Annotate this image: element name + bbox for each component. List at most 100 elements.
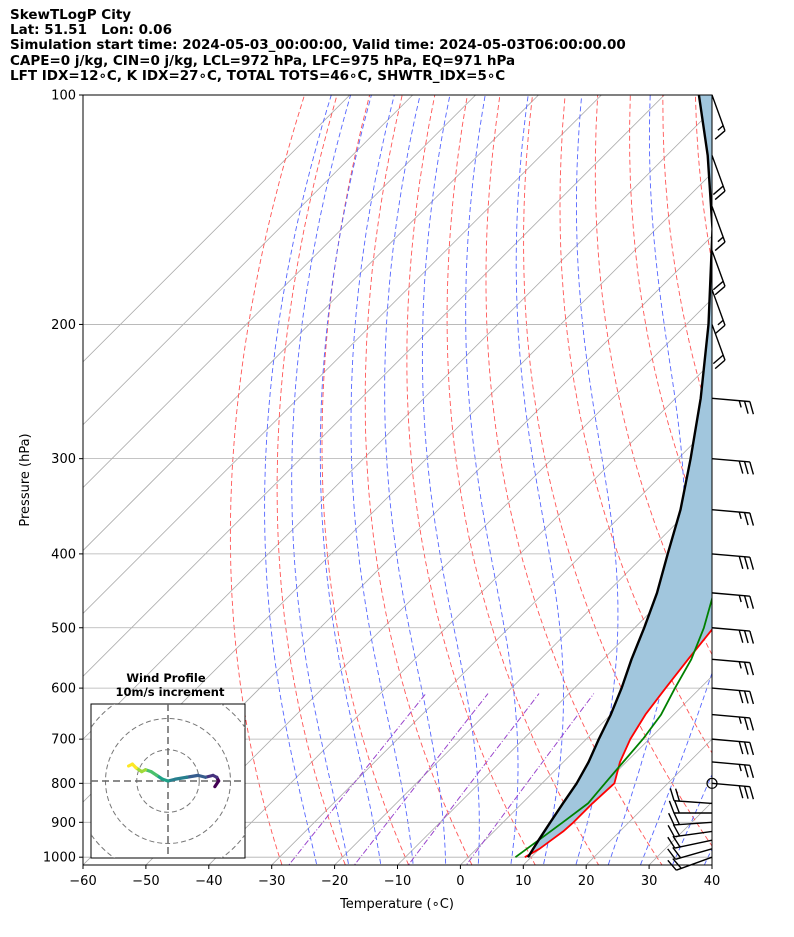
wind-barb <box>711 289 726 335</box>
time-line: Simulation start time: 2024-05-03_00:00:… <box>10 37 626 54</box>
isotherm-line <box>271 424 712 865</box>
barb-staff <box>711 250 726 287</box>
hodograph-subtitle: 10m/s increment <box>116 685 225 699</box>
x-tick-label: 10 <box>515 874 532 889</box>
dewpoint-profile <box>514 595 712 858</box>
barb-staff <box>674 839 713 849</box>
profile-lines <box>514 95 712 858</box>
barb-flag <box>743 595 749 609</box>
wind-barbs <box>667 94 755 871</box>
barb-flag <box>714 241 726 252</box>
dry-adiabat <box>758 60 794 880</box>
dry-adiabat <box>276 95 346 865</box>
location-line: Lat: 51.51 Lon: 0.06 <box>10 22 172 39</box>
barb-flag <box>749 691 755 705</box>
isotherm-line <box>334 487 712 865</box>
barb-flag <box>673 812 681 825</box>
barb-flag <box>668 800 675 814</box>
barb-staff <box>711 508 750 514</box>
wind-barb <box>711 250 726 296</box>
x-tick-label: −20 <box>321 874 348 889</box>
barb-flag <box>714 359 726 370</box>
parcel-profile <box>526 95 712 858</box>
barb-flag <box>738 716 742 724</box>
isotherm-line <box>648 801 712 865</box>
barb-staff <box>675 848 713 860</box>
barb-staff <box>711 761 750 766</box>
wind-barb <box>711 397 755 415</box>
barb-flag <box>668 812 675 826</box>
wind-barb <box>711 508 755 526</box>
barb-staff <box>711 553 750 558</box>
x-tick-label: 30 <box>641 874 658 889</box>
wind-barb <box>711 627 755 644</box>
wind-barb <box>711 687 755 705</box>
moist-adiabat <box>575 95 619 865</box>
barb-staff <box>711 206 726 243</box>
wind-barb <box>711 592 755 609</box>
barb-staff <box>711 592 750 597</box>
barb-staff <box>711 155 726 192</box>
wind-barb <box>669 788 713 805</box>
mixing-ratio-line <box>407 693 540 865</box>
wind-barb <box>667 846 713 860</box>
wind-barb <box>711 457 755 475</box>
x-axis: −60 −50 −40 −30 −20 −10 0 10 20 30 40 <box>69 865 720 889</box>
wind-barb <box>667 856 713 871</box>
x-tick-label: −10 <box>384 874 411 889</box>
barb-flag <box>749 630 755 644</box>
barb-flag <box>714 285 726 296</box>
dry-adiabat <box>485 95 663 865</box>
x-tick-label: −60 <box>69 874 96 889</box>
y-tick-label: 500 <box>51 621 76 636</box>
cape-line: CAPE=0 j/kg, CIN=0 j/kg, LCL=972 hPa, LF… <box>10 52 516 69</box>
barb-flag <box>674 788 681 802</box>
barb-flag <box>669 788 675 801</box>
barb-flag <box>667 859 677 871</box>
dry-adiabat <box>364 95 473 865</box>
barb-flag <box>749 765 755 778</box>
barb-staff <box>711 397 750 403</box>
barb-flag <box>743 400 749 414</box>
calm-wind-circle <box>706 777 718 789</box>
reference-lines <box>83 60 794 880</box>
moist-adiabat <box>264 95 332 865</box>
moist-adiabat <box>319 95 382 865</box>
barb-staff <box>676 856 713 871</box>
chart-title: SkewTLogP City <box>10 7 132 23</box>
y-tick-label: 800 <box>51 777 76 792</box>
wind-barb <box>667 835 713 849</box>
barb-staff <box>674 830 713 838</box>
barb-flag <box>743 661 749 675</box>
isotherm-line <box>83 95 540 552</box>
barb-flag <box>738 764 742 772</box>
moist-adiabat <box>671 773 712 865</box>
isotherm-line <box>83 95 351 363</box>
y-tick-label: 100 <box>51 89 76 104</box>
barb-flag <box>738 690 744 704</box>
barb-flag <box>743 461 749 475</box>
moist-adiabat <box>729 95 794 880</box>
wind-barb <box>711 553 755 570</box>
chart-header: SkewTLogP City Lat: 51.51 Lon: 0.06 Simu… <box>10 7 626 84</box>
barb-flag <box>717 125 724 131</box>
isotherm-line <box>83 109 712 740</box>
barb-flag <box>749 742 755 756</box>
barb-flag <box>743 690 749 704</box>
isotherm-line <box>396 549 712 865</box>
barb-flag <box>743 630 749 644</box>
barb-flag <box>714 190 726 201</box>
wind-barb <box>711 324 726 370</box>
barb-flag <box>743 741 749 755</box>
moist-adiabat <box>465 95 519 865</box>
moist-adiabat <box>421 95 480 865</box>
barb-staff <box>711 457 750 463</box>
moist-adiabat <box>350 95 414 865</box>
barb-flag <box>743 717 749 731</box>
barb-flag <box>738 741 744 755</box>
barb-flag <box>738 785 744 799</box>
x-tick-label: 20 <box>578 874 595 889</box>
isotherm-line <box>83 95 414 426</box>
hodograph-trace-segment <box>127 762 134 768</box>
